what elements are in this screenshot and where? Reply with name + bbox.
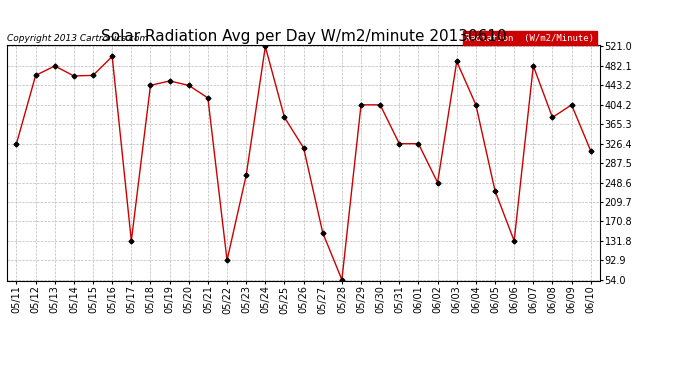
- Title: Solar Radiation Avg per Day W/m2/minute 20130610: Solar Radiation Avg per Day W/m2/minute …: [101, 29, 506, 44]
- Text: Copyright 2013 Cartronics.com: Copyright 2013 Cartronics.com: [7, 34, 148, 43]
- Text: Radiation  (W/m2/Minute): Radiation (W/m2/Minute): [465, 34, 594, 43]
